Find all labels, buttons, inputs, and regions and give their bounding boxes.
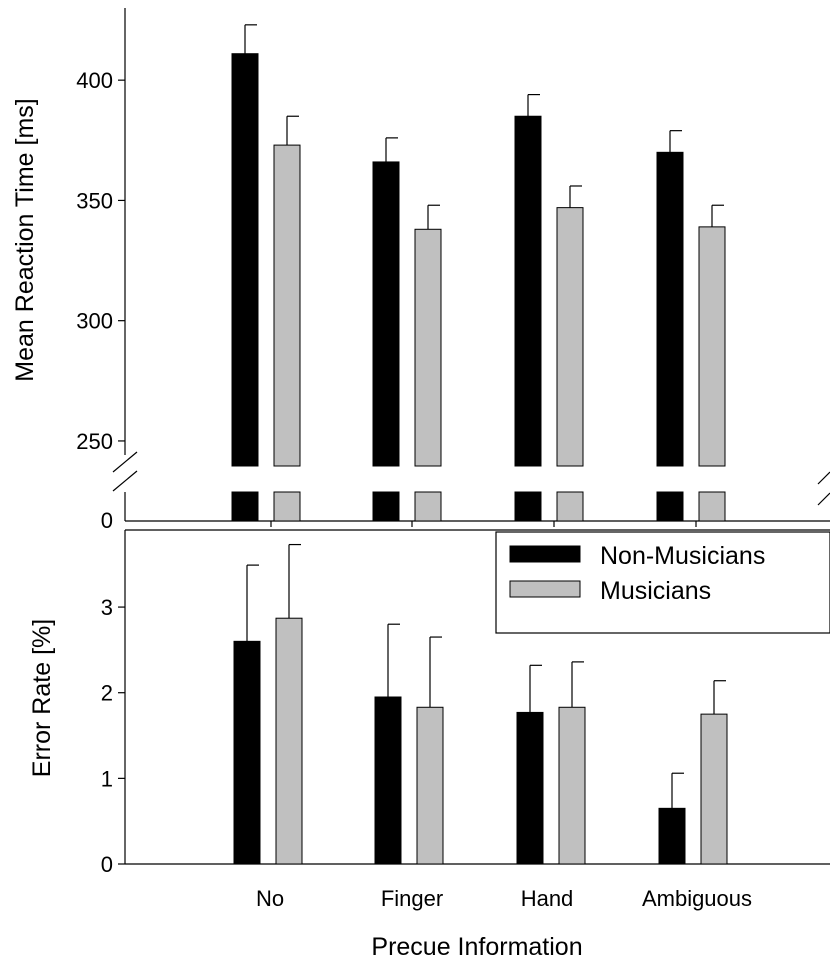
top-bar-base-musicians: [273, 491, 301, 522]
top-y-tick-label: 350: [76, 188, 113, 213]
top-y-tick-label: 400: [76, 68, 113, 93]
top-bar-non-musicians: [231, 53, 259, 467]
bottom-bar-musicians: [275, 617, 303, 865]
bottom-bar-non-musicians: [374, 696, 402, 865]
top-bar-base-non-musicians: [372, 491, 400, 522]
top-y-axis-break-mark-2: [112, 470, 138, 492]
legend: Non-Musicians Musicians: [495, 531, 830, 634]
top-bar-musicians: [273, 144, 301, 467]
x-category-label: Hand: [521, 886, 574, 911]
top-bar-non-musicians: [656, 151, 684, 467]
top-y-axis-break-mark-1: [112, 451, 138, 473]
top-y-break-label: 0: [101, 508, 113, 533]
top-bar-base-musicians: [556, 491, 584, 522]
top-bar-base-non-musicians: [231, 491, 259, 522]
top-bar-non-musicians: [514, 115, 542, 467]
bottom-bar-non-musicians: [516, 711, 544, 865]
bottom-bar-non-musicians: [658, 807, 686, 865]
top-right-break-mark-1: [817, 471, 830, 485]
top-y-tick-label: 250: [76, 429, 113, 454]
top-bar-musicians: [556, 207, 584, 467]
top-y-tick-label: 300: [76, 309, 113, 334]
bottom-bar-musicians: [558, 706, 586, 865]
x-category-label: No: [256, 886, 284, 911]
top-bar-base-non-musicians: [656, 491, 684, 522]
legend-label: Non-Musicians: [600, 542, 765, 570]
x-category-label: Finger: [381, 886, 443, 911]
bottom-y-tick-label: 3: [101, 595, 113, 620]
legend-label: Musicians: [600, 577, 711, 605]
bottom-y-axis-title: Error Rate [%]: [28, 619, 56, 777]
bottom-bar-non-musicians: [233, 640, 261, 865]
top-bar-base-musicians: [414, 491, 442, 522]
bottom-y-tick-label: 0: [101, 852, 113, 877]
top-right-break-mark-2: [817, 492, 830, 506]
legend-swatch: [509, 580, 581, 598]
top-y-axis-title: Mean Reaction Time [ms]: [11, 98, 39, 381]
top-bar-base-non-musicians: [514, 491, 542, 522]
bottom-y-tick-label: 2: [101, 681, 113, 706]
x-axis-title: Precue Information: [371, 933, 582, 961]
top-bar-non-musicians: [372, 161, 400, 467]
top-bar-musicians: [414, 228, 442, 467]
bottom-bar-musicians: [700, 713, 728, 865]
x-category-label: Ambiguous: [642, 886, 752, 911]
top-bar-musicians: [698, 226, 726, 467]
bottom-y-tick-label: 1: [101, 766, 113, 791]
top-bar-base-musicians: [698, 491, 726, 522]
bottom-bar-musicians: [416, 706, 444, 865]
legend-swatch: [509, 545, 581, 563]
